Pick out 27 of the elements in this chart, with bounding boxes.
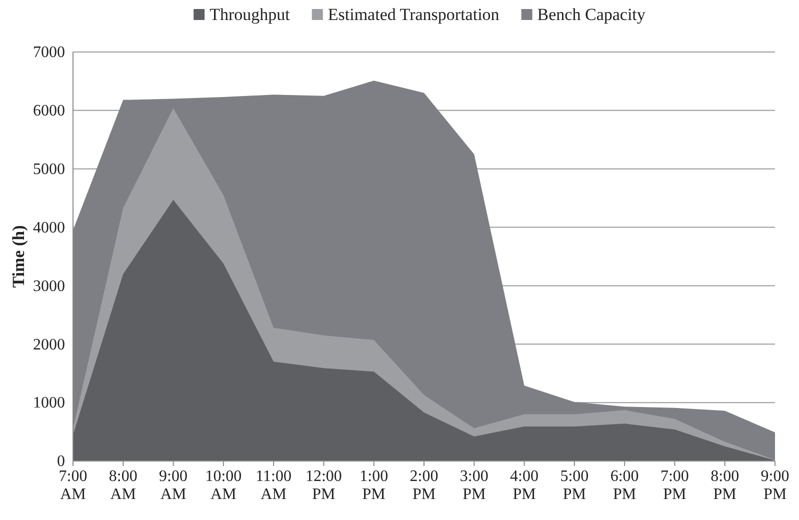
x-tick-label: 8:00 AM (108, 468, 138, 503)
x-tick-label: 6:00 PM (610, 468, 639, 503)
y-tick-label: 0 (57, 453, 65, 470)
y-axis-title: Time (h) (9, 225, 28, 288)
x-tick-label: 3:00 PM (460, 468, 488, 503)
x-tick-label: 4:00 PM (510, 468, 539, 503)
x-tick-label: 10:00 AM (205, 468, 242, 503)
x-tick-label: 11:00 AM (256, 468, 292, 503)
x-tick-label: 12:00 PM (305, 468, 342, 503)
x-tick-label: 9:00 PM (760, 468, 790, 503)
y-tick-label: 4000 (33, 219, 65, 236)
y-tick-label: 1000 (33, 394, 65, 412)
x-tick-label: 2:00 PM (410, 468, 438, 503)
x-tick-label: 5:00 PM (560, 468, 589, 503)
x-tick-label: 9:00 AM (159, 468, 188, 503)
y-tick-label: 3000 (33, 278, 65, 295)
y-tick-label: 2000 (33, 336, 65, 354)
x-tick-label: 7:00 PM (660, 468, 689, 503)
y-tick-label: 5000 (33, 160, 65, 178)
x-tick-label: 7:00 AM (58, 468, 88, 503)
y-tick-label: 6000 (33, 102, 65, 120)
legend-label: Estimated Transportation (328, 5, 500, 24)
x-tick-label: 1:00 PM (360, 468, 388, 503)
x-tick-label: 8:00 PM (710, 468, 740, 503)
y-tick-label: 7000 (33, 44, 65, 62)
legend-label: Bench Capacity (537, 5, 646, 24)
legend-label: Throughput (210, 5, 290, 24)
